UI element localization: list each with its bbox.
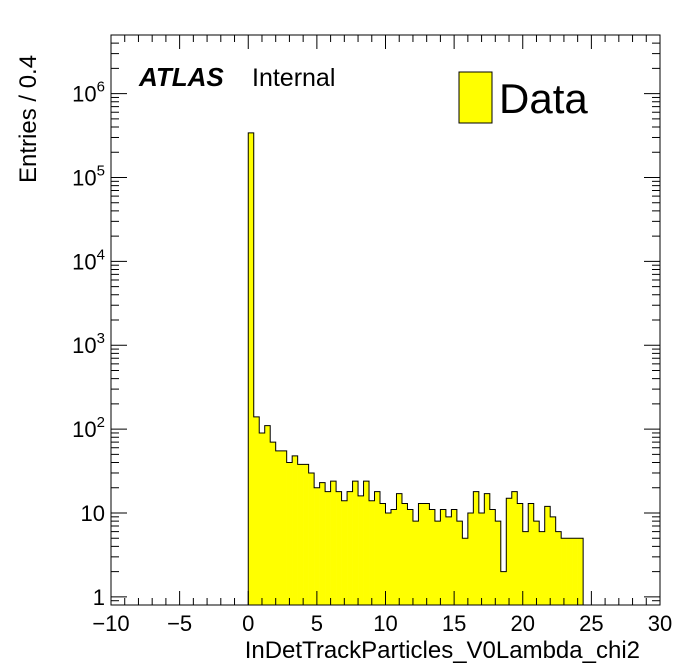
histogram-bar xyxy=(484,493,491,605)
histogram-bar xyxy=(489,509,496,605)
y-tick-label: 104 xyxy=(72,246,105,274)
x-tick-label: 30 xyxy=(648,611,672,636)
histogram-bar xyxy=(281,450,287,605)
histogram-bar xyxy=(303,464,309,605)
y-tick-label: 103 xyxy=(72,330,105,358)
histogram-bar xyxy=(572,538,578,605)
y-tick-label: 106 xyxy=(72,79,105,107)
histogram-bar xyxy=(467,512,474,605)
x-tick-label: 0 xyxy=(242,611,254,636)
histogram-bar xyxy=(495,521,502,605)
histogram-bar xyxy=(275,450,282,605)
histogram-bar xyxy=(412,521,419,605)
histogram-bar xyxy=(314,487,320,605)
histogram-bar xyxy=(544,506,551,605)
histogram-bar xyxy=(550,516,556,605)
x-tick-label: 25 xyxy=(579,611,603,636)
y-axis-ticks xyxy=(111,34,660,606)
histogram-bar xyxy=(401,503,408,605)
experiment-label: ATLAS xyxy=(138,62,224,92)
histogram-outline xyxy=(247,132,584,605)
histogram-bar xyxy=(407,509,414,605)
histogram-bar xyxy=(380,503,386,605)
histogram-bar xyxy=(517,503,524,605)
x-tick-label: 10 xyxy=(373,611,397,636)
histogram-bar xyxy=(577,538,584,605)
histogram-bar xyxy=(522,531,529,605)
y-tick-label: 1 xyxy=(93,585,105,610)
histogram-bar xyxy=(533,521,540,605)
histogram-bar xyxy=(292,455,298,605)
x-tick-label: 20 xyxy=(511,611,535,636)
histogram-bar xyxy=(566,538,573,605)
y-axis-label: Entries / 0.4 xyxy=(15,55,42,183)
histogram-bar xyxy=(456,521,463,605)
x-tick-label: 5 xyxy=(311,611,323,636)
x-tick-label: 15 xyxy=(442,611,466,636)
histogram-bar xyxy=(539,531,546,605)
histogram-bar xyxy=(440,509,447,605)
histogram-bar xyxy=(330,481,337,605)
histogram-bar xyxy=(286,462,293,605)
histogram-bar xyxy=(297,464,304,605)
histogram-bar xyxy=(561,538,567,605)
histogram-bar xyxy=(506,498,513,605)
x-axis-ticks xyxy=(110,35,661,605)
histogram-bar xyxy=(511,491,518,605)
histogram-bar xyxy=(270,442,276,605)
status-label: Internal xyxy=(252,64,335,92)
histogram-bar xyxy=(308,472,315,605)
y-tick-label: 105 xyxy=(72,163,105,191)
histogram-bar xyxy=(418,503,425,605)
histogram-bar xyxy=(248,132,255,605)
x-tick-label: −5 xyxy=(167,611,192,636)
histogram-bars xyxy=(247,132,584,605)
histogram-bar xyxy=(347,491,353,605)
histogram-bar xyxy=(264,425,271,605)
x-axis-tick-labels: −10 −5 0 5 10 15 20 25 30 xyxy=(92,611,672,636)
histogram-bar xyxy=(434,521,441,605)
histogram-bar xyxy=(462,538,469,605)
histogram-bar xyxy=(396,493,403,605)
histogram-bar xyxy=(528,503,535,605)
histogram-bar xyxy=(336,491,342,605)
histogram-bar xyxy=(341,500,348,605)
histogram-bar xyxy=(259,432,266,605)
histogram-bar xyxy=(253,416,260,605)
histogram-bar xyxy=(478,512,485,605)
legend-label-data: Data xyxy=(499,75,588,122)
y-tick-label: 10 xyxy=(81,501,105,526)
x-tick-label: −10 xyxy=(92,611,129,636)
histogram-bar xyxy=(319,482,326,605)
histogram-bar xyxy=(363,481,370,605)
histogram-bar xyxy=(385,512,392,605)
x-axis-label: InDetTrackParticles_V0Lambda_chi2 xyxy=(245,637,640,664)
legend-swatch-data xyxy=(458,71,493,124)
histogram-bar xyxy=(352,481,359,605)
histogram-bar xyxy=(473,491,480,605)
histogram-bar xyxy=(374,491,381,605)
y-axis-tick-labels: 1 10 102 103 104 105 106 xyxy=(72,79,105,610)
histogram-bar xyxy=(423,503,430,605)
histogram-bar xyxy=(500,571,507,605)
histogram-bar xyxy=(445,516,452,605)
histogram-bar xyxy=(325,491,331,605)
histogram-bar xyxy=(358,495,364,605)
histogram-bar xyxy=(555,531,562,605)
histogram-bar xyxy=(429,509,436,605)
histogram-bar xyxy=(369,500,375,605)
histogram-bar xyxy=(451,509,458,605)
histogram-bar xyxy=(390,509,397,605)
y-tick-label: 102 xyxy=(72,414,105,442)
